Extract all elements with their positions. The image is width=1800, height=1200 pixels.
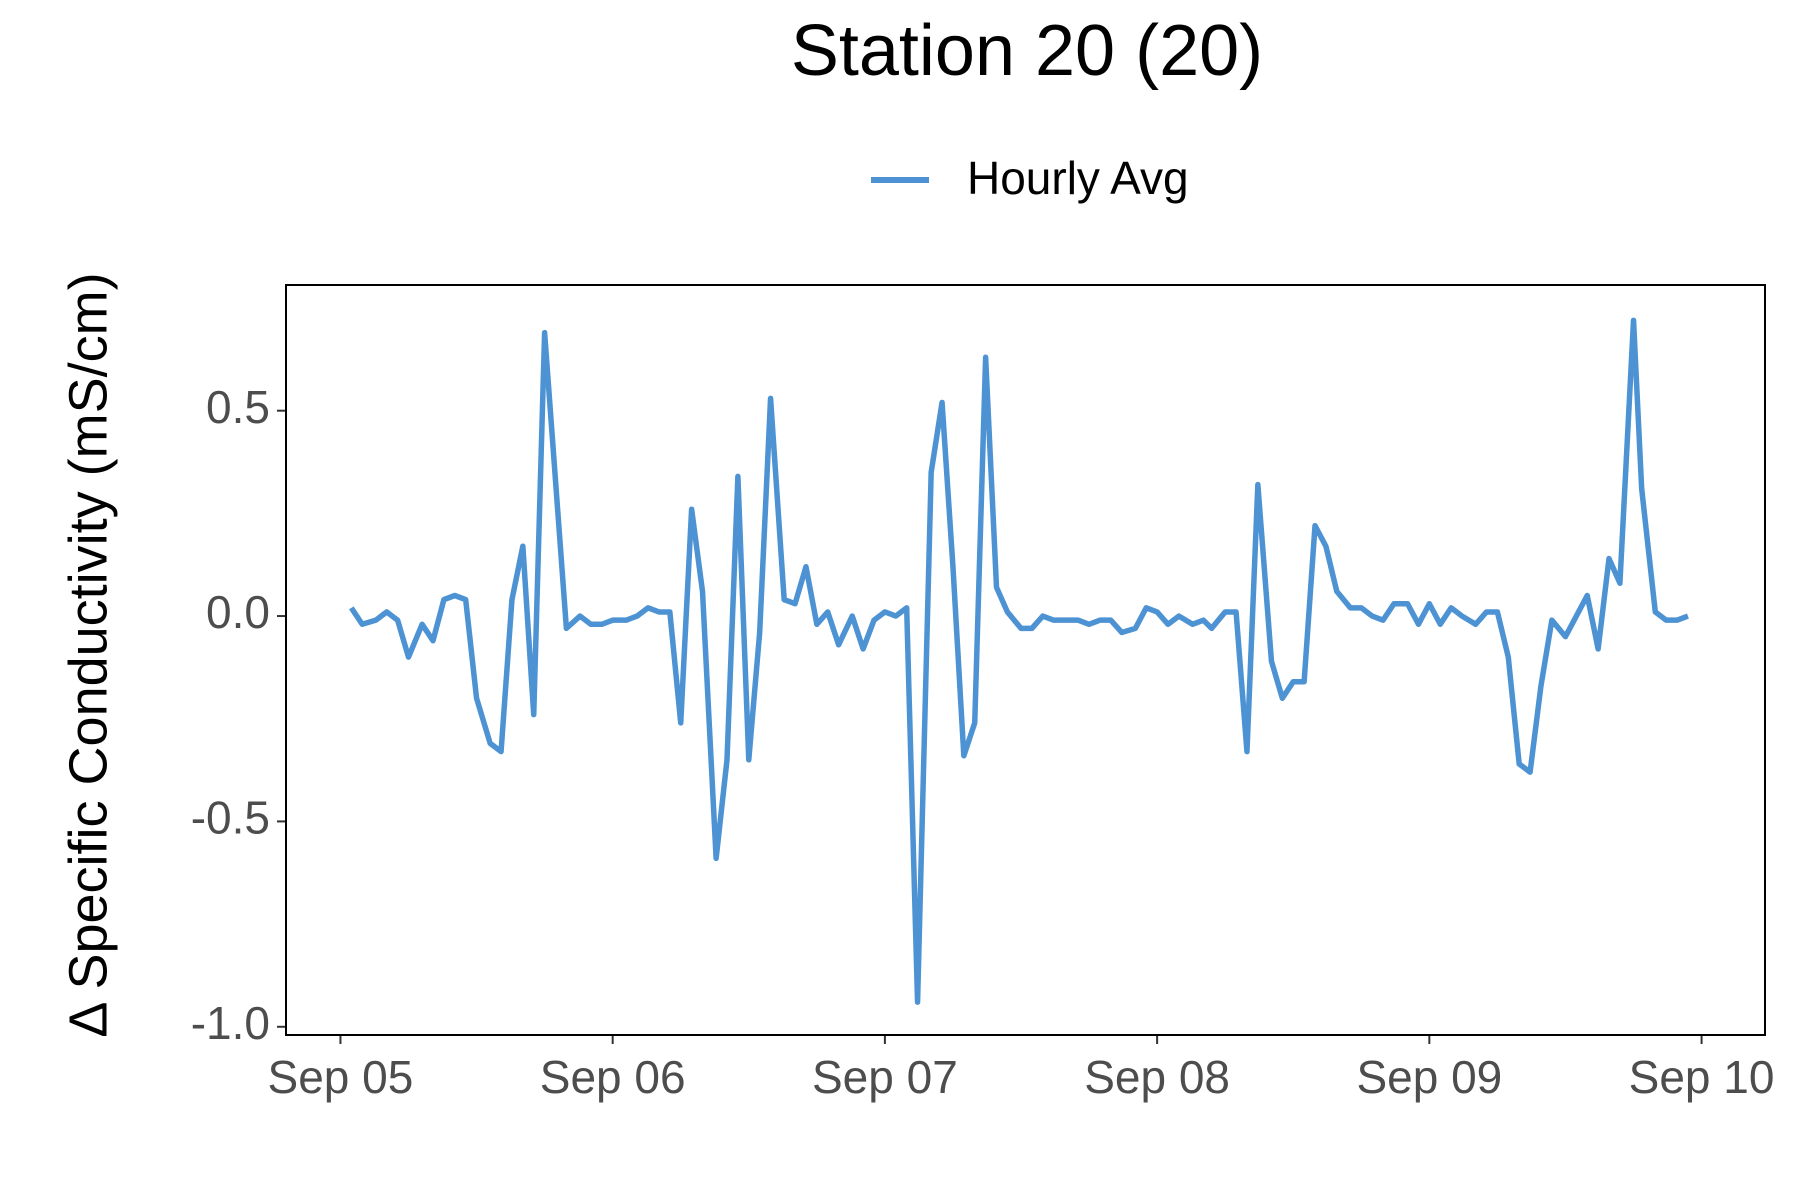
- legend-label: Hourly Avg: [967, 152, 1189, 204]
- x-tick-label: Sep 10: [1629, 1051, 1775, 1103]
- x-tick-label: Sep 09: [1356, 1051, 1502, 1103]
- x-tick-label: Sep 08: [1084, 1051, 1230, 1103]
- x-tick-label: Sep 06: [540, 1051, 686, 1103]
- y-tick-label: -1.0: [191, 997, 270, 1049]
- y-axis-label: Δ Specific Conductivity (mS/cm): [58, 272, 118, 1037]
- x-tick-label: Sep 07: [812, 1051, 958, 1103]
- data-line: [349, 317, 1689, 1005]
- x-tick-label: Sep 05: [268, 1051, 414, 1103]
- chart-title: Station 20 (20): [791, 11, 1263, 91]
- plot-border: [285, 284, 1766, 1036]
- y-tick-label: 0.0: [206, 586, 270, 638]
- y-tick-label: 0.5: [206, 381, 270, 433]
- y-tick-label: -0.5: [191, 792, 270, 844]
